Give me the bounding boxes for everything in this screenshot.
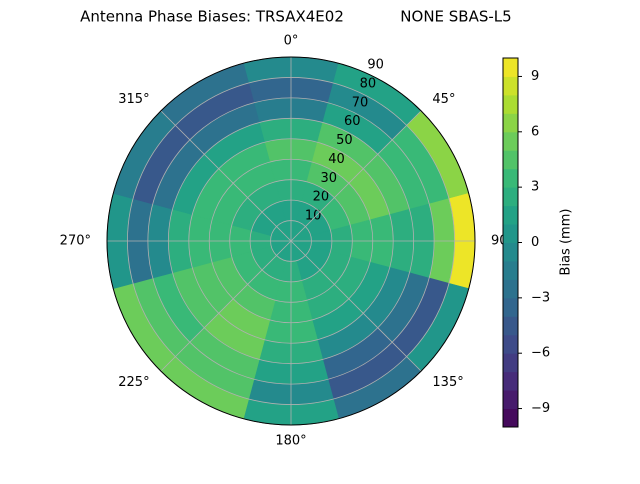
colorbar-band [503, 76, 518, 96]
r-tick-label: 20 [313, 190, 330, 205]
r-tick-label: 50 [336, 133, 353, 148]
angular-grid-line [160, 240, 292, 372]
r-tick-label: 80 [360, 76, 377, 91]
colorbar-band [503, 205, 518, 225]
colorbar-band [503, 371, 518, 391]
colorbar-band [503, 353, 518, 373]
colorbar-tick-label: −3 [531, 290, 550, 305]
colorbar-tick-label: 9 [531, 69, 539, 84]
colorbar-band [503, 113, 518, 133]
colorbar-band [503, 58, 518, 77]
r-tick-label: 90 [367, 58, 384, 73]
theta-tick-label: 225° [118, 375, 149, 390]
colorbar-band [503, 187, 518, 207]
colorbar-tick-label: 6 [531, 124, 539, 139]
r-tick-label: 30 [320, 171, 337, 186]
r-tick-label: 40 [328, 152, 345, 167]
angular-grid-line [290, 240, 422, 372]
theta-tick-label: 180° [275, 434, 306, 449]
colorbar-band [503, 150, 518, 170]
colorbar-band [503, 279, 518, 299]
colorbar-band [503, 316, 518, 336]
chart-subtitle: NONE SBAS-L5 [400, 8, 511, 26]
colorbar-band [503, 224, 518, 243]
colorbar-tick-label: 3 [531, 180, 539, 195]
colorbar-band [503, 334, 518, 354]
angular-grid-line [290, 110, 422, 242]
colorbar-band [503, 297, 518, 317]
colorbar-tick-label: 0 [531, 235, 539, 250]
polar-frame [106, 56, 476, 426]
theta-tick-label: 135° [432, 375, 463, 390]
colorbar-tick-label: −6 [531, 346, 550, 361]
colorbar-band [503, 408, 518, 428]
colorbar-tick-label: −9 [531, 401, 550, 416]
theta-tick-label: 315° [118, 92, 149, 107]
angular-grid-line [160, 110, 292, 242]
r-tick-label: 10 [305, 209, 322, 224]
colorbar-label: Bias (mm) [559, 209, 574, 276]
theta-tick-label: 45° [432, 92, 455, 107]
colorbar-band [503, 390, 518, 410]
chart-title: Antenna Phase Biases: TRSAX4E02 [80, 8, 344, 26]
theta-tick-label: 0° [284, 34, 299, 49]
colorbar-band [503, 131, 518, 151]
r-tick-label: 60 [344, 114, 361, 129]
colorbar-band [503, 168, 518, 188]
colorbar-band [503, 260, 518, 280]
theta-tick-label: 270° [60, 234, 91, 249]
colorbar-band [503, 242, 518, 262]
colorbar-band [503, 94, 518, 114]
r-tick-label: 70 [352, 95, 369, 110]
